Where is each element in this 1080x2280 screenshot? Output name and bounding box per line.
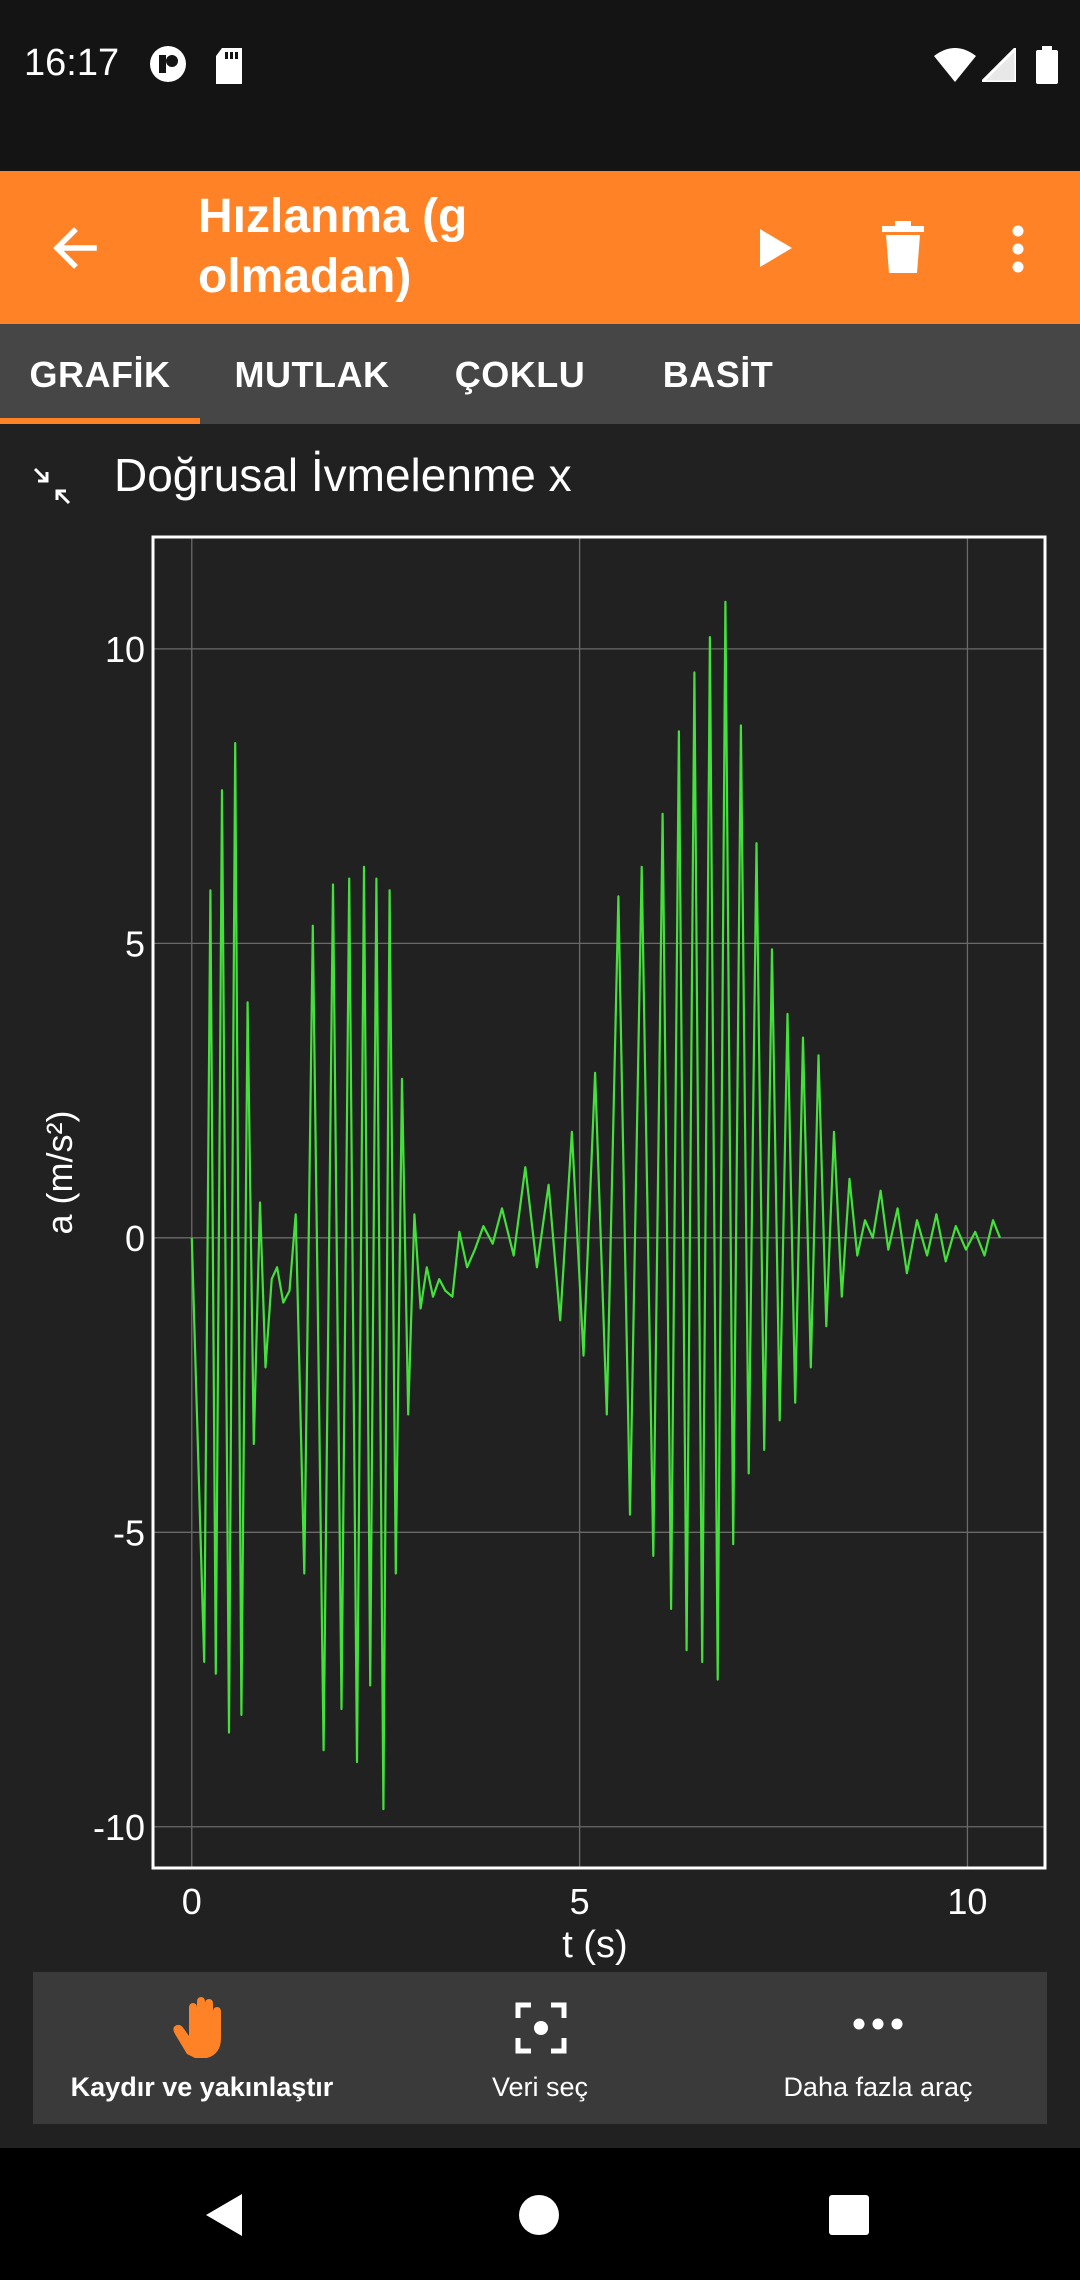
status-bar: 16:17 <box>0 0 1080 171</box>
more-tools-tool[interactable]: Daha fazla araç <box>709 1972 1047 2124</box>
x-tick-label: 10 <box>947 1881 987 1922</box>
y-tick-label: -10 <box>93 1807 145 1848</box>
nav-back-icon[interactable] <box>202 2192 246 2238</box>
play-icon[interactable] <box>752 225 798 271</box>
select-data-icon <box>515 2002 567 2054</box>
y-tick-label: 0 <box>125 1218 145 1259</box>
sd-card-icon <box>216 48 242 84</box>
pan-zoom-tool[interactable]: Kaydır ve yakınlaştır <box>33 1972 371 2124</box>
chart-title: Doğrusal İvmelenme x <box>114 449 572 501</box>
system-nav-bar <box>0 2148 1080 2280</box>
select-data-tool[interactable]: Veri seç <box>371 1972 709 2124</box>
x-tick-label: 5 <box>570 1881 590 1922</box>
more-tools-label: Daha fazla araç <box>783 2072 973 2102</box>
series-line <box>190 600 1002 1811</box>
plot-frame <box>151 535 1047 1870</box>
tab-basit[interactable]: BASİT <box>662 354 774 395</box>
back-arrow-icon[interactable] <box>50 223 100 273</box>
tab-grafik[interactable]: GRAFİK <box>29 354 171 395</box>
nav-recents-icon[interactable] <box>828 2194 870 2236</box>
acceleration-chart[interactable]: 10 5 0 -5 -10 0 5 10 t (s) a (m/s²) <box>0 520 1080 1970</box>
y-tick-label: -5 <box>113 1512 145 1553</box>
y-tick-label: 10 <box>105 629 145 670</box>
hand-icon <box>173 1997 221 2058</box>
tab-coklu[interactable]: ÇOKLU <box>454 354 586 395</box>
notification-app-icon <box>150 46 186 82</box>
app-bar: Hızlanma (g olmadan) <box>0 171 1080 324</box>
select-data-label: Veri seç <box>491 2072 589 2102</box>
x-axis-label: t (s) <box>562 1924 627 1966</box>
app-title: Hızlanma (g olmadan) <box>198 190 468 303</box>
more-vertical-icon[interactable] <box>1006 223 1030 275</box>
more-horizontal-icon <box>853 2018 903 2030</box>
wifi-icon <box>934 48 976 82</box>
y-tick-label: 5 <box>125 923 145 964</box>
tab-bar: GRAFİK MUTLAK ÇOKLU BASİT <box>0 324 1080 424</box>
nav-home-icon[interactable] <box>518 2194 560 2236</box>
bottom-toolbar: Kaydır ve yakınlaştır Veri seç Daha fazl… <box>33 1972 1047 2124</box>
trash-icon[interactable] <box>882 221 924 273</box>
status-time: 16:17 <box>24 42 120 84</box>
y-axis-label: a (m/s²) <box>39 1111 80 1235</box>
x-tick-label: 0 <box>182 1881 202 1922</box>
battery-icon <box>1036 46 1058 84</box>
cellular-signal-icon <box>982 48 1016 82</box>
active-tab-indicator <box>0 418 200 424</box>
tab-mutlak[interactable]: MUTLAK <box>234 354 390 395</box>
collapse-icon[interactable] <box>32 466 72 506</box>
pan-zoom-label: Kaydır ve yakınlaştır <box>70 2072 334 2102</box>
